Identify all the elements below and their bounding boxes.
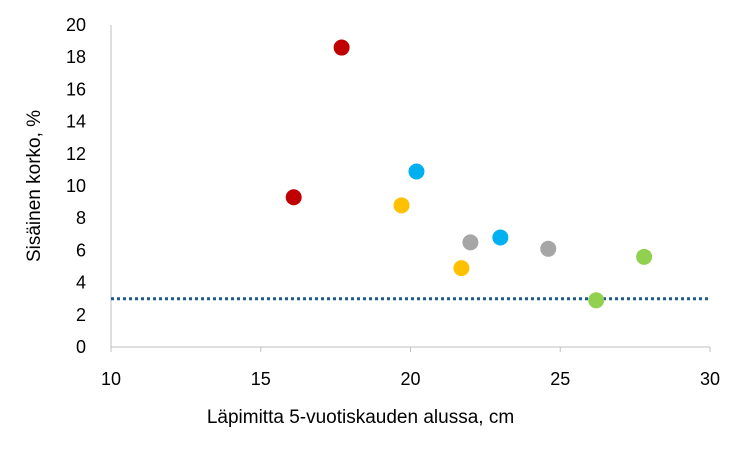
y-tick-label: 8 bbox=[76, 208, 86, 228]
x-tick-label: 10 bbox=[101, 369, 121, 389]
x-tick-label: 15 bbox=[251, 369, 271, 389]
y-tick-label: 10 bbox=[66, 176, 86, 196]
y-tick-label: 0 bbox=[76, 337, 86, 357]
y-tick-label: 18 bbox=[66, 47, 86, 67]
y-tick-label: 16 bbox=[66, 79, 86, 99]
data-point bbox=[285, 189, 302, 206]
data-point bbox=[408, 163, 425, 180]
data-point bbox=[393, 197, 410, 214]
data-point bbox=[540, 240, 557, 257]
data-point bbox=[492, 229, 509, 246]
data-point bbox=[636, 248, 653, 265]
data-point bbox=[453, 260, 470, 277]
y-tick-label: 20 bbox=[66, 15, 86, 35]
data-point bbox=[462, 234, 479, 251]
y-tick-label: 2 bbox=[76, 305, 86, 325]
y-tick-label: 4 bbox=[76, 273, 86, 293]
y-tick-label: 6 bbox=[76, 240, 86, 260]
y-axis-title: Sisäinen korko, % bbox=[24, 110, 45, 262]
y-tick-group: 0 2 4 6 8 10 12 14 16 18 20 bbox=[66, 15, 86, 357]
data-point bbox=[333, 39, 350, 56]
y-tick-label: 12 bbox=[66, 144, 86, 164]
x-tick-label: 25 bbox=[550, 369, 570, 389]
x-tick-label: 20 bbox=[400, 369, 420, 389]
x-axis-title: Läpimitta 5-vuotiskauden alussa, cm bbox=[207, 407, 514, 428]
axes bbox=[110, 25, 710, 348]
data-point bbox=[588, 292, 605, 309]
y-tick-label: 14 bbox=[66, 112, 86, 132]
x-tick-label: 30 bbox=[700, 369, 720, 389]
data-points bbox=[285, 39, 653, 309]
x-tick-group: 10 15 20 25 30 bbox=[101, 347, 720, 389]
